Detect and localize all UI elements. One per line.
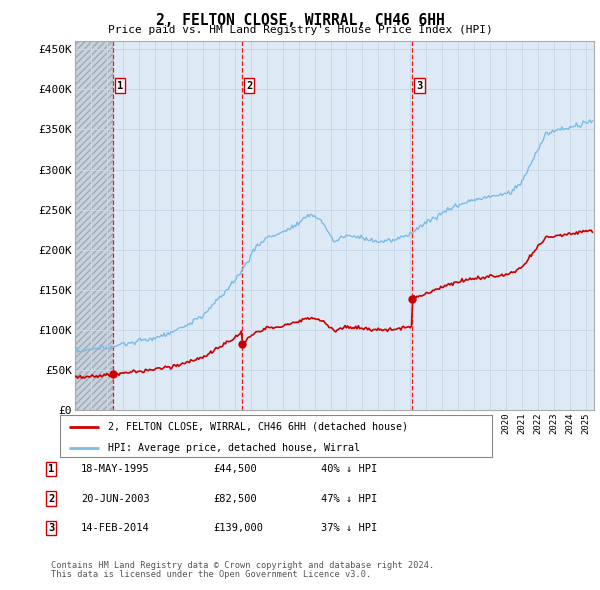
Text: This data is licensed under the Open Government Licence v3.0.: This data is licensed under the Open Gov… xyxy=(51,570,371,579)
Text: 18-MAY-1995: 18-MAY-1995 xyxy=(81,464,150,474)
Text: 1: 1 xyxy=(48,464,54,474)
Text: 3: 3 xyxy=(416,81,422,90)
Text: 2: 2 xyxy=(246,81,252,90)
Text: Price paid vs. HM Land Registry's House Price Index (HPI): Price paid vs. HM Land Registry's House … xyxy=(107,25,493,35)
Text: £44,500: £44,500 xyxy=(213,464,257,474)
Text: 37% ↓ HPI: 37% ↓ HPI xyxy=(321,523,377,533)
Text: Contains HM Land Registry data © Crown copyright and database right 2024.: Contains HM Land Registry data © Crown c… xyxy=(51,560,434,569)
Text: 2, FELTON CLOSE, WIRRAL, CH46 6HH: 2, FELTON CLOSE, WIRRAL, CH46 6HH xyxy=(155,13,445,28)
Bar xyxy=(75,41,113,410)
Text: 2, FELTON CLOSE, WIRRAL, CH46 6HH (detached house): 2, FELTON CLOSE, WIRRAL, CH46 6HH (detac… xyxy=(107,422,407,432)
Text: £82,500: £82,500 xyxy=(213,494,257,503)
Text: 2: 2 xyxy=(48,494,54,503)
Text: 40% ↓ HPI: 40% ↓ HPI xyxy=(321,464,377,474)
Text: 1: 1 xyxy=(117,81,123,90)
Text: HPI: Average price, detached house, Wirral: HPI: Average price, detached house, Wirr… xyxy=(107,443,359,453)
Text: £139,000: £139,000 xyxy=(213,523,263,533)
Text: 3: 3 xyxy=(48,523,54,533)
Text: 14-FEB-2014: 14-FEB-2014 xyxy=(81,523,150,533)
Text: 47% ↓ HPI: 47% ↓ HPI xyxy=(321,494,377,503)
Text: 20-JUN-2003: 20-JUN-2003 xyxy=(81,494,150,503)
